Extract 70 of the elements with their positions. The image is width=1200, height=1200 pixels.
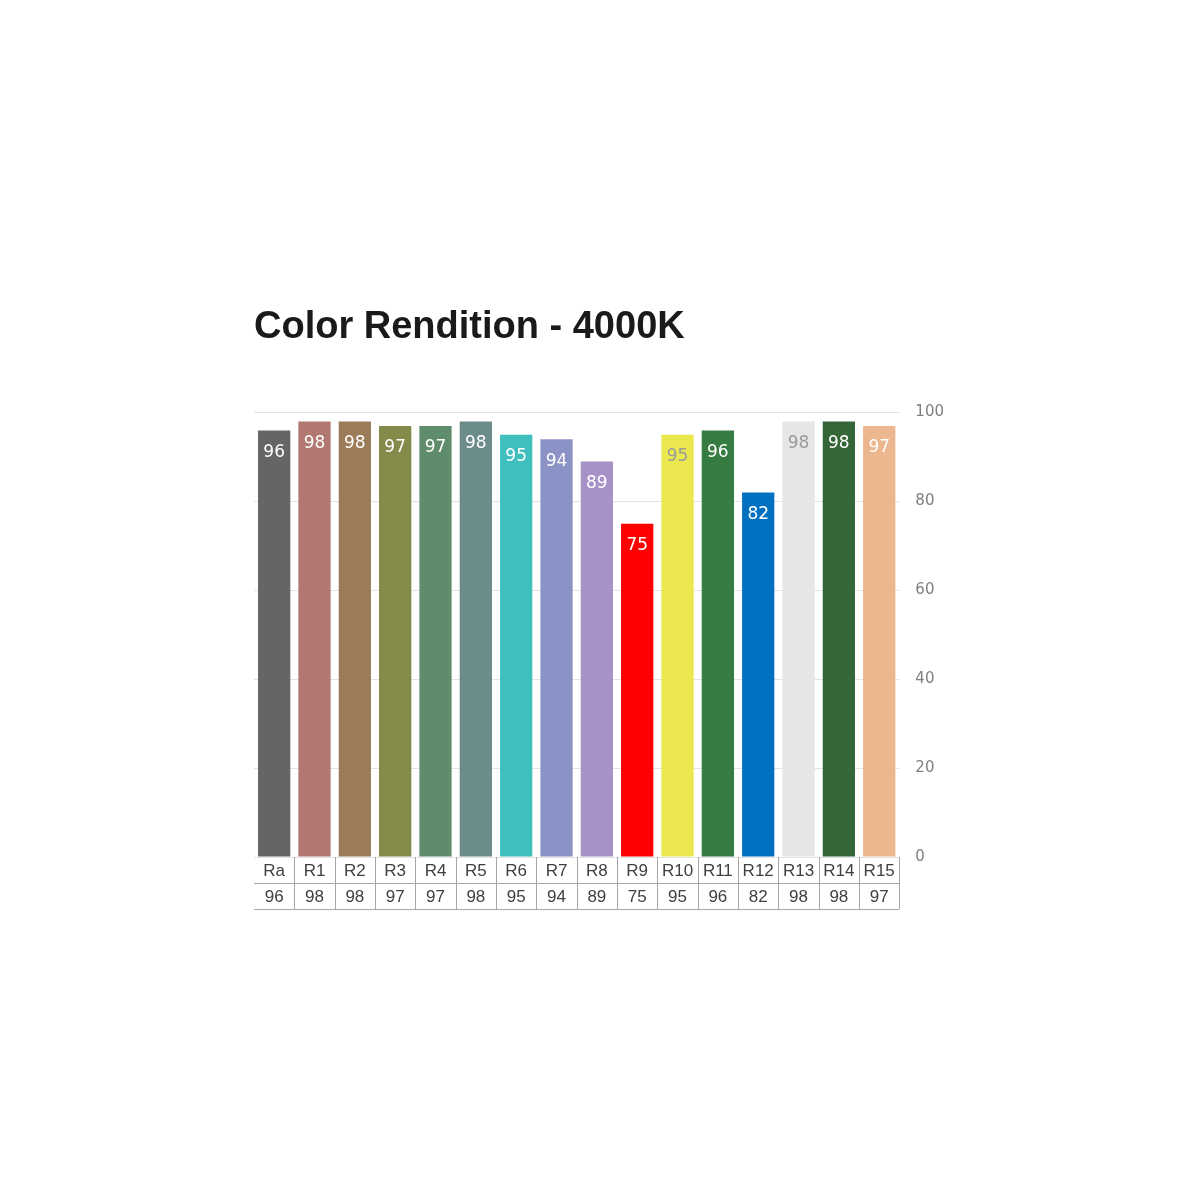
data-label: 98 [828, 431, 850, 452]
data-label: 95 [505, 445, 527, 466]
data-label: 75 [626, 534, 649, 555]
data-label: 98 [787, 431, 810, 452]
bar [822, 421, 855, 857]
data-label: 98 [344, 431, 366, 452]
x-tick-label: R1 [303, 860, 326, 880]
x-tick-label: R9 [626, 860, 649, 880]
x-tick-label: R8 [585, 860, 608, 880]
y-tick-label: 100 [915, 402, 945, 421]
y-tick-label: 80 [915, 491, 935, 510]
bar [580, 461, 613, 857]
x-tick-label: R6 [505, 860, 528, 880]
y-tick-label: 60 [915, 580, 935, 599]
x-tick-label: R13 [782, 860, 815, 880]
text: 96 [264, 886, 284, 906]
text: 98 [345, 886, 365, 906]
text: 94 [547, 886, 566, 906]
text: 97 [869, 886, 889, 906]
x-tick-label: R15 [863, 860, 895, 880]
text: 75 [627, 886, 647, 906]
chart-title: Color Rendition - 4000K [254, 304, 686, 347]
y-tick-label: 0 [915, 846, 925, 865]
data-label: 94 [545, 449, 568, 470]
x-tick-label: R10 [661, 860, 694, 880]
bar [863, 425, 896, 857]
text: 98 [789, 886, 808, 906]
y-tick-label: 20 [915, 758, 935, 777]
x-tick-label: R5 [464, 860, 487, 880]
x-tick-label: R3 [384, 860, 407, 880]
bar [621, 523, 654, 857]
text: 95 [668, 886, 687, 906]
text: 95 [506, 886, 526, 906]
x-tick-label: R11 [702, 860, 733, 880]
bar [540, 439, 573, 857]
text: 82 [748, 886, 768, 906]
text: 97 [385, 886, 405, 906]
bar [661, 434, 694, 857]
data-label: 96 [263, 440, 285, 461]
data-label: 97 [868, 436, 891, 457]
x-tick-label: R7 [545, 860, 568, 880]
text: 97 [426, 886, 445, 906]
data-label: 95 [666, 445, 689, 466]
bar [338, 421, 371, 857]
x-tick-label: Ra [263, 860, 286, 880]
x-tick-label: R4 [424, 860, 447, 880]
data-label: 89 [586, 471, 608, 492]
data-label: 97 [384, 436, 406, 457]
data-label: 97 [424, 436, 447, 457]
x-tick-label: R2 [343, 860, 366, 880]
bar [500, 434, 533, 857]
data-label: 96 [707, 440, 729, 461]
bar [258, 430, 291, 857]
bar [379, 425, 412, 857]
data-label: 98 [303, 431, 326, 452]
text: 98 [466, 886, 486, 906]
data-label: 82 [747, 503, 770, 524]
y-tick-label: 40 [915, 669, 935, 688]
bar [459, 421, 492, 857]
bar [419, 425, 452, 857]
text: 98 [305, 886, 324, 906]
data-label: 98 [465, 431, 487, 452]
x-tick-label: R12 [742, 860, 774, 880]
bar [298, 421, 331, 857]
text: 96 [708, 886, 728, 906]
bar [701, 430, 734, 857]
text: 98 [829, 886, 849, 906]
x-tick-label: R14 [823, 860, 855, 880]
bar [742, 492, 775, 857]
text: 89 [587, 886, 607, 906]
